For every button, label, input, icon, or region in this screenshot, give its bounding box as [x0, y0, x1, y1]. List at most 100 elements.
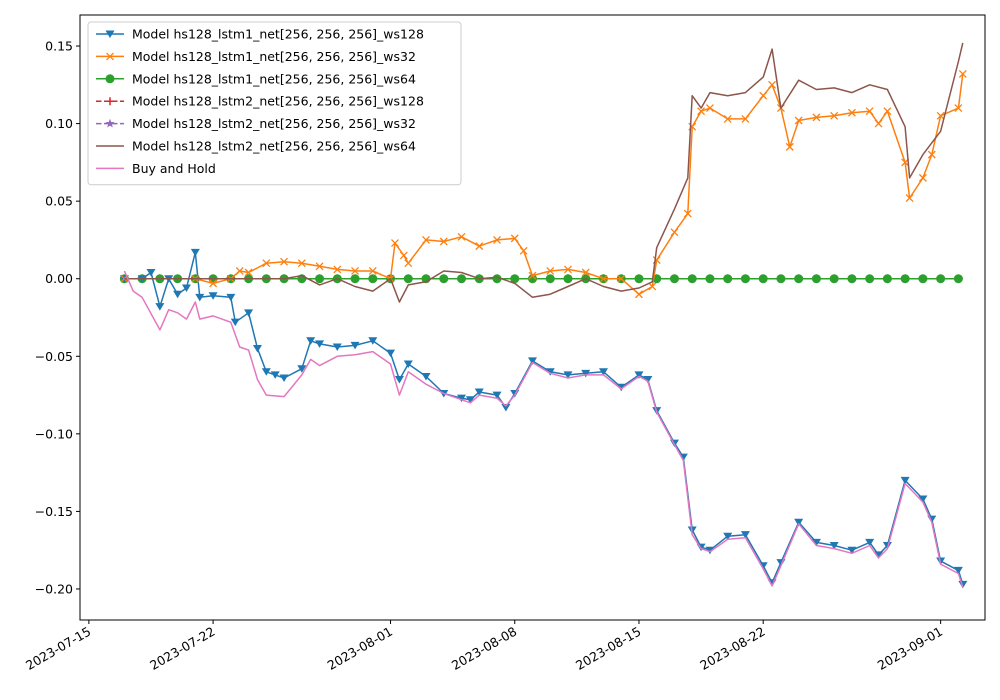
series-marker-2 [315, 274, 325, 284]
series-marker-0 [874, 551, 884, 559]
series-marker-1 [209, 279, 218, 288]
legend-marker [105, 30, 115, 38]
series-marker-0 [847, 546, 857, 555]
series-marker-0 [208, 292, 218, 300]
series-marker-2 [510, 274, 520, 284]
series-marker-0 [350, 341, 360, 350]
series-line-0 [124, 251, 964, 585]
series-marker-0 [368, 337, 378, 345]
series-marker-2 [634, 274, 644, 284]
series-5 [124, 42, 964, 303]
series-marker-0 [829, 542, 839, 550]
series-marker-1 [519, 246, 528, 255]
series-marker-1 [297, 259, 306, 268]
series-marker-1 [333, 265, 342, 274]
series-marker-0 [643, 376, 653, 384]
series-marker-0 [261, 368, 271, 376]
series-marker-1 [635, 290, 643, 299]
series-marker-0 [953, 566, 963, 575]
series-marker-2 [439, 274, 449, 284]
series-marker-2 [918, 274, 928, 284]
y-tick-label: −0.10 [35, 426, 73, 441]
series-marker-2 [705, 274, 715, 284]
series-marker-2 [368, 274, 378, 284]
series-marker-1 [927, 150, 936, 159]
series-marker-1 [617, 274, 626, 283]
series-marker-0 [315, 340, 325, 348]
series-marker-0 [634, 371, 644, 379]
series-marker-1 [528, 271, 537, 280]
series-marker-1 [741, 114, 750, 123]
x-tick-label: 2023-09-01 [875, 624, 945, 673]
legend-item-3: Model hs128_lstm2_net[256, 256, 256]_ws1… [96, 94, 424, 109]
series-marker-1 [235, 267, 244, 275]
series-marker-2 [740, 274, 750, 284]
series-marker-0 [457, 394, 467, 403]
x-tick-label: 2023-07-22 [147, 624, 217, 673]
legend-marker [105, 74, 115, 84]
series-marker-1 [670, 228, 679, 237]
series-marker-1 [812, 113, 821, 122]
legend-marker [105, 118, 115, 128]
series-0 [119, 248, 968, 589]
legend-item-0: Model hs128_lstm1_net[256, 256, 256]_ws1… [96, 27, 424, 42]
series-marker-1 [493, 235, 501, 244]
series-marker-1 [865, 107, 874, 116]
y-tick-label: 0.00 [45, 271, 73, 286]
series-1 [120, 69, 967, 299]
series-marker-1 [768, 80, 777, 89]
series-marker-1 [399, 251, 408, 260]
series-marker-2 [829, 274, 839, 284]
legend-box [87, 21, 462, 186]
legend: Model hs128_lstm1_net[256, 256, 256]_ws1… [87, 21, 462, 186]
series-marker-0 [173, 290, 183, 299]
series-marker-1 [391, 239, 399, 247]
series-line-1 [124, 73, 964, 295]
y-tick-label: 0.10 [45, 116, 73, 131]
x-tick-label: 2023-08-01 [325, 624, 395, 673]
series-marker-0 [252, 345, 262, 353]
series-marker-2 [953, 274, 963, 284]
series-marker-2 [350, 274, 360, 284]
series-line-5 [124, 42, 964, 303]
series-marker-1 [697, 107, 706, 116]
series-marker-2 [687, 274, 697, 284]
series-marker-0 [740, 531, 750, 539]
series-marker-1 [262, 259, 271, 268]
series-marker-0 [155, 303, 165, 311]
series-marker-2 [528, 274, 537, 284]
series-marker-1 [439, 237, 448, 246]
series-marker-2 [457, 274, 467, 284]
legend-label: Model hs128_lstm1_net[256, 256, 256]_ws1… [132, 27, 424, 42]
series-marker-2 [669, 274, 679, 284]
legend-item-1: Model hs128_lstm1_net[256, 256, 256]_ws3… [96, 49, 416, 64]
series-marker-1 [958, 69, 967, 78]
series-marker-1 [457, 232, 466, 241]
series-marker-1 [475, 242, 484, 251]
legend-label: Model hs128_lstm1_net[256, 256, 256]_ws3… [132, 49, 416, 64]
series-marker-1 [351, 267, 360, 275]
series-marker-0 [794, 518, 804, 527]
series-marker-0 [226, 293, 236, 302]
series-marker-2 [776, 274, 786, 284]
series-marker-0 [332, 343, 342, 351]
series-marker-1 [954, 104, 963, 113]
series-marker-0 [394, 376, 404, 384]
series-marker-1 [918, 173, 927, 182]
series-marker-1 [705, 104, 714, 113]
series-marker-2 [882, 274, 892, 284]
legend-item-4: Model hs128_lstm2_net[256, 256, 256]_ws3… [96, 116, 416, 131]
legend-item-2: Model hs128_lstm1_net[256, 256, 256]_ws6… [96, 71, 416, 86]
series-marker-1 [510, 234, 519, 243]
series-marker-0 [616, 383, 626, 392]
legend-item-5: Model hs128_lstm2_net[256, 256, 256]_ws6… [96, 139, 416, 154]
series-marker-0 [563, 371, 573, 379]
series-marker-0 [270, 371, 280, 379]
series-marker-2 [403, 274, 413, 284]
x-tick-label: 2023-07-15 [23, 624, 93, 673]
series-marker-0 [244, 309, 254, 317]
series-marker-1 [785, 142, 794, 151]
series-marker-0 [723, 532, 733, 541]
series-marker-0 [146, 269, 156, 277]
